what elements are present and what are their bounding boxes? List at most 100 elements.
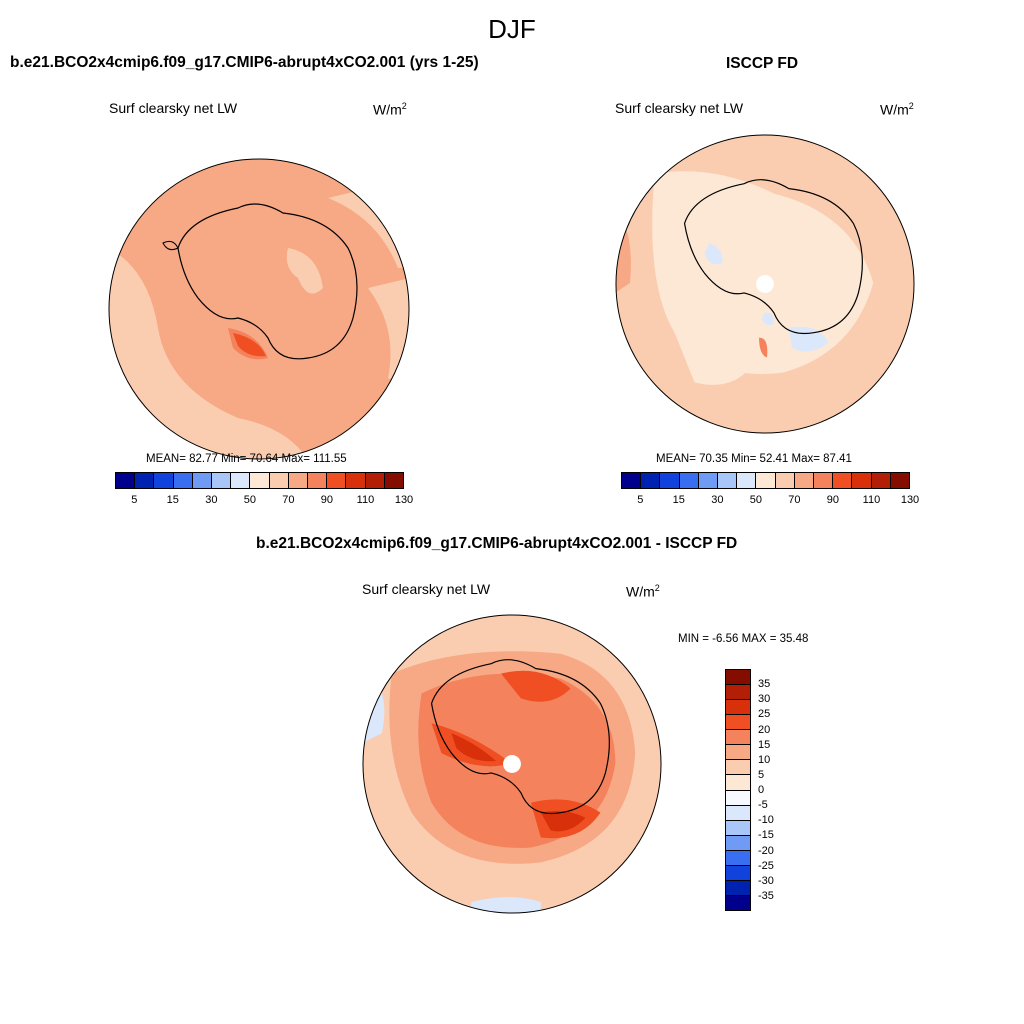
panel-2-stats: MEAN= 70.35 Min= 52.41 Max= 87.41	[656, 453, 852, 465]
colorbar-swatch	[726, 715, 750, 731]
colorbar-swatch	[726, 730, 750, 746]
panel-3-colorbar	[725, 669, 751, 911]
colorbar-swatch	[660, 473, 680, 488]
colorbar-tick-label: -10	[758, 814, 774, 827]
colorbar-tick-label: 35	[758, 678, 771, 691]
colorbar-swatch	[871, 473, 891, 488]
colorbar-tick-label: 25	[758, 708, 771, 721]
colorbar-swatch	[726, 745, 750, 761]
colorbar-tick-label: 15	[758, 738, 771, 751]
colorbar-swatch	[116, 473, 136, 488]
panel-2-title: ISCCP FD	[726, 55, 799, 72]
antarctica-coastline	[177, 203, 358, 360]
colorbar-swatch	[756, 473, 776, 488]
antarctica-coastline	[430, 659, 610, 815]
colorbar-tick-label: 110	[862, 494, 881, 506]
panel-3-stats: MIN = -6.56 MAX = 35.48	[678, 633, 809, 645]
model-outer-band	[109, 248, 308, 459]
colorbar-swatch	[726, 820, 750, 836]
pole-hole	[503, 755, 521, 773]
panel-1-variable: Surf clearsky net LW	[109, 100, 238, 116]
colorbar-tick-label: 5	[637, 494, 644, 506]
colorbar-swatch	[365, 473, 385, 488]
colorbar-swatch	[718, 473, 738, 488]
panel-1-units: W/m2	[373, 101, 407, 118]
panel-1-stats: MEAN= 82.77 Min= 70.64 Max= 111.55	[146, 453, 347, 465]
colorbar-tick-label: 110	[356, 494, 375, 506]
colorbar-tick-label: 5	[131, 494, 138, 506]
colorbar-tick-label: 130	[900, 494, 920, 506]
colorbar-tick-label: 30	[758, 693, 771, 706]
colorbar-tick-label: 30	[711, 494, 724, 506]
colorbar-swatch	[212, 473, 232, 488]
panel-3-units: W/m2	[626, 583, 660, 600]
colorbar-swatch	[269, 473, 289, 488]
map-boundary	[615, 134, 915, 434]
colorbar-swatch	[250, 473, 270, 488]
antarctica-coastline	[683, 179, 863, 335]
colorbar-swatch	[346, 473, 366, 488]
map-boundary	[108, 158, 410, 460]
colorbar-swatch	[154, 473, 174, 488]
panel-2-map	[615, 134, 915, 434]
colorbar-tick-label: 50	[243, 494, 256, 506]
colorbar-tick-label: 70	[788, 494, 801, 506]
colorbar-tick-label: 20	[758, 723, 771, 736]
colorbar-swatch	[833, 473, 853, 488]
pole-hole	[756, 275, 774, 293]
panel-2-units: W/m2	[880, 101, 914, 118]
panel-2-colorbar-labels: 5 15 30 50 70 90 110 130	[621, 494, 919, 508]
panel-2-variable: Surf clearsky net LW	[615, 100, 744, 116]
panel-3-colorbar-labels: 35 30 25 20 15 10 5 0 -5 -10 -15 -20 -25 -30 -35	[758, 669, 798, 911]
colorbar-tick-label: -25	[758, 859, 774, 872]
colorbar-swatch	[726, 775, 750, 791]
colorbar-swatch	[327, 473, 347, 488]
panel-1-title: b.e21.BCO2x4cmip6.f09_g17.CMIP6-abrupt4x…	[10, 54, 479, 71]
colorbar-swatch	[192, 473, 213, 488]
colorbar-swatch	[737, 473, 757, 488]
diff-cool-west	[362, 673, 385, 744]
colorbar-tick-label: 90	[320, 494, 334, 506]
colorbar-tick-label: -35	[758, 889, 774, 902]
colorbar-tick-label: 5	[758, 768, 765, 781]
panel-2-colorbar	[621, 472, 910, 489]
colorbar-tick-label: 10	[758, 753, 771, 766]
colorbar-swatch	[726, 760, 750, 776]
colorbar-swatch	[814, 473, 834, 488]
colorbar-swatch	[726, 790, 750, 806]
colorbar-swatch	[726, 850, 750, 866]
figure-title: DJF	[488, 14, 536, 44]
panel-3-map	[362, 614, 662, 914]
colorbar-swatch	[726, 805, 750, 821]
colorbar-swatch	[288, 473, 309, 488]
colorbar-swatch	[726, 865, 750, 881]
colorbar-swatch	[852, 473, 872, 488]
colorbar-tick-label: 30	[205, 494, 218, 506]
colorbar-swatch	[775, 473, 795, 488]
colorbar-tick-label: -30	[758, 874, 774, 887]
colorbar-tick-label: -20	[758, 844, 774, 857]
colorbar-swatch	[794, 473, 815, 488]
panel-3-title: b.e21.BCO2x4cmip6.f09_g17.CMIP6-abrupt4x…	[256, 535, 738, 552]
colorbar-swatch	[679, 473, 699, 488]
colorbar-swatch	[726, 700, 750, 716]
obs-interior	[652, 171, 874, 375]
colorbar-swatch	[384, 473, 404, 488]
colorbar-swatch	[173, 473, 193, 488]
colorbar-swatch	[726, 895, 750, 910]
panel-1-map	[108, 158, 410, 460]
panel-1-colorbar-labels: 5 15 30 50 70 90 110 130	[115, 494, 413, 508]
colorbar-swatch	[890, 473, 910, 488]
panel-1-colorbar	[115, 472, 404, 489]
colorbar-swatch	[726, 835, 750, 851]
colorbar-swatch	[726, 685, 750, 701]
obs-warm-edge	[615, 203, 631, 293]
colorbar-swatch	[308, 473, 328, 488]
colorbar-swatch	[231, 473, 251, 488]
colorbar-tick-label: 70	[282, 494, 295, 506]
colorbar-swatch	[726, 670, 750, 686]
colorbar-tick-label: -5	[758, 799, 768, 812]
map-boundary	[362, 614, 662, 914]
colorbar-swatch	[698, 473, 719, 488]
colorbar-tick-label: 15	[672, 494, 685, 506]
